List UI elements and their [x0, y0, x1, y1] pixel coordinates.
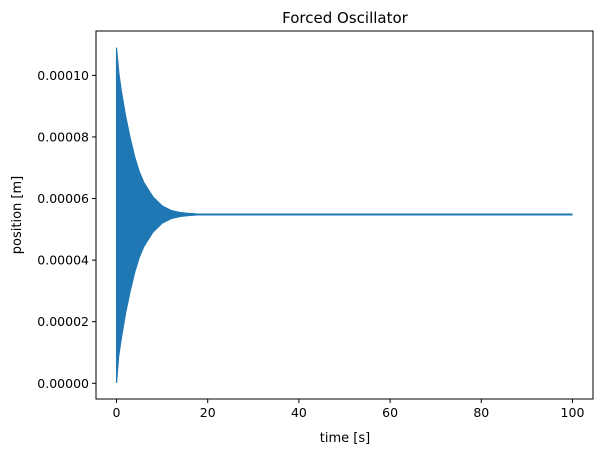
x-tick-label: 0 — [113, 405, 121, 420]
x-axis: 0 20 40 60 80 100 — [113, 399, 585, 420]
x-tick-label: 20 — [200, 405, 216, 420]
x-axis-label: time [s] — [320, 431, 370, 446]
x-tick-label: 60 — [382, 405, 398, 420]
y-axis: 0.00000 0.00002 0.00004 0.00006 0.00008 0.000… — [37, 68, 96, 391]
x-tick-label: 80 — [473, 405, 489, 420]
chart-title: Forced Oscillator — [282, 9, 408, 27]
y-tick-label: 0.00010 — [37, 68, 89, 83]
plot-area — [115, 47, 573, 383]
y-tick-label: 0.00002 — [37, 314, 89, 329]
y-tick-label: 0.00008 — [37, 129, 89, 144]
axes-frame — [95, 30, 594, 400]
y-tick-label: 0.00000 — [37, 376, 89, 391]
x-tick-label: 40 — [291, 405, 307, 420]
x-tick-label: 100 — [561, 405, 585, 420]
y-tick-label: 0.00004 — [37, 253, 89, 268]
y-tick-label: 0.00006 — [37, 191, 89, 206]
y-axis-label: position [m] — [10, 176, 25, 254]
